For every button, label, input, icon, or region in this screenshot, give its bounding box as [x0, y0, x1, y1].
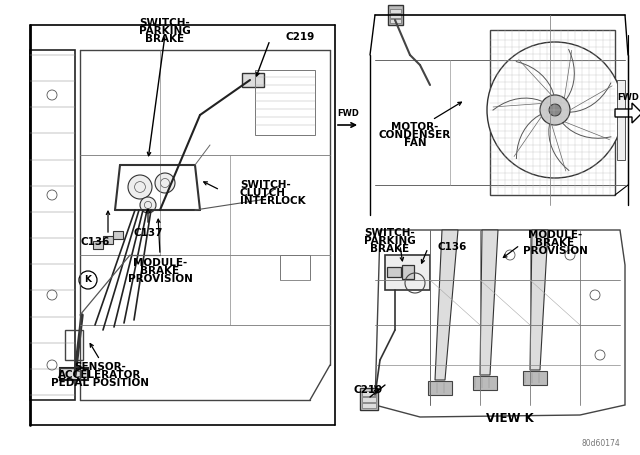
Text: CONDENSER: CONDENSER: [379, 130, 451, 140]
Bar: [390, 14, 401, 18]
Text: FWD: FWD: [617, 92, 639, 101]
Text: PARKING: PARKING: [364, 236, 416, 246]
Text: BRAKE: BRAKE: [140, 266, 180, 276]
Text: 80d60174: 80d60174: [581, 439, 620, 448]
Bar: [360, 388, 378, 410]
Bar: [362, 391, 376, 396]
Bar: [390, 19, 401, 23]
Text: FAN: FAN: [404, 138, 426, 148]
Bar: [617, 80, 625, 160]
Polygon shape: [615, 103, 640, 123]
Text: PARKING: PARKING: [139, 26, 191, 36]
Text: BRAKE: BRAKE: [536, 238, 575, 248]
Text: SWITCH-: SWITCH-: [240, 180, 291, 190]
Circle shape: [140, 197, 156, 213]
Circle shape: [540, 95, 570, 125]
Text: SWITCH-: SWITCH-: [365, 228, 415, 238]
Text: SWITCH-: SWITCH-: [140, 18, 190, 28]
Bar: [473, 376, 497, 390]
Text: ACCELERATOR: ACCELERATOR: [58, 370, 141, 380]
Text: C219: C219: [285, 32, 314, 42]
Text: BRAKE: BRAKE: [145, 34, 184, 44]
Bar: [280, 255, 310, 280]
Polygon shape: [530, 230, 548, 370]
Polygon shape: [435, 230, 458, 380]
Polygon shape: [480, 230, 498, 375]
Circle shape: [549, 104, 561, 116]
Text: MODULE-: MODULE-: [528, 230, 582, 240]
Bar: [362, 397, 376, 402]
Bar: [388, 5, 403, 25]
Text: PROVISION: PROVISION: [127, 274, 193, 284]
Circle shape: [79, 271, 97, 289]
Text: C137: C137: [133, 228, 163, 238]
Text: VIEW K: VIEW K: [486, 413, 534, 425]
Text: PROVISION: PROVISION: [523, 246, 588, 256]
Text: INTERLOCK: INTERLOCK: [240, 196, 306, 206]
Text: MOTOR-: MOTOR-: [391, 122, 438, 132]
Bar: [60, 368, 88, 380]
Bar: [390, 9, 401, 13]
Text: SENSOR-: SENSOR-: [74, 362, 126, 372]
Bar: [387, 267, 401, 277]
Bar: [65, 330, 83, 360]
Bar: [428, 381, 452, 395]
Bar: [93, 241, 103, 249]
Bar: [490, 30, 615, 195]
Text: C219: C219: [353, 385, 383, 395]
Bar: [523, 371, 547, 385]
Bar: [255, 70, 315, 135]
Text: K: K: [84, 275, 92, 284]
Bar: [30, 50, 75, 400]
Bar: [242, 73, 264, 87]
Bar: [385, 255, 430, 290]
Text: BRAKE: BRAKE: [371, 244, 410, 254]
Bar: [103, 236, 113, 244]
Circle shape: [155, 173, 175, 193]
Circle shape: [128, 175, 152, 199]
Circle shape: [487, 42, 623, 178]
Bar: [362, 403, 376, 408]
Text: PEDAL POSITION: PEDAL POSITION: [51, 378, 149, 388]
Text: CLUTCH: CLUTCH: [240, 188, 286, 198]
Bar: [402, 265, 414, 279]
Bar: [113, 231, 123, 239]
Text: C136: C136: [80, 237, 109, 247]
Text: FWD: FWD: [337, 108, 359, 117]
Text: C136: C136: [438, 242, 467, 252]
Text: MODULE-: MODULE-: [133, 258, 187, 268]
